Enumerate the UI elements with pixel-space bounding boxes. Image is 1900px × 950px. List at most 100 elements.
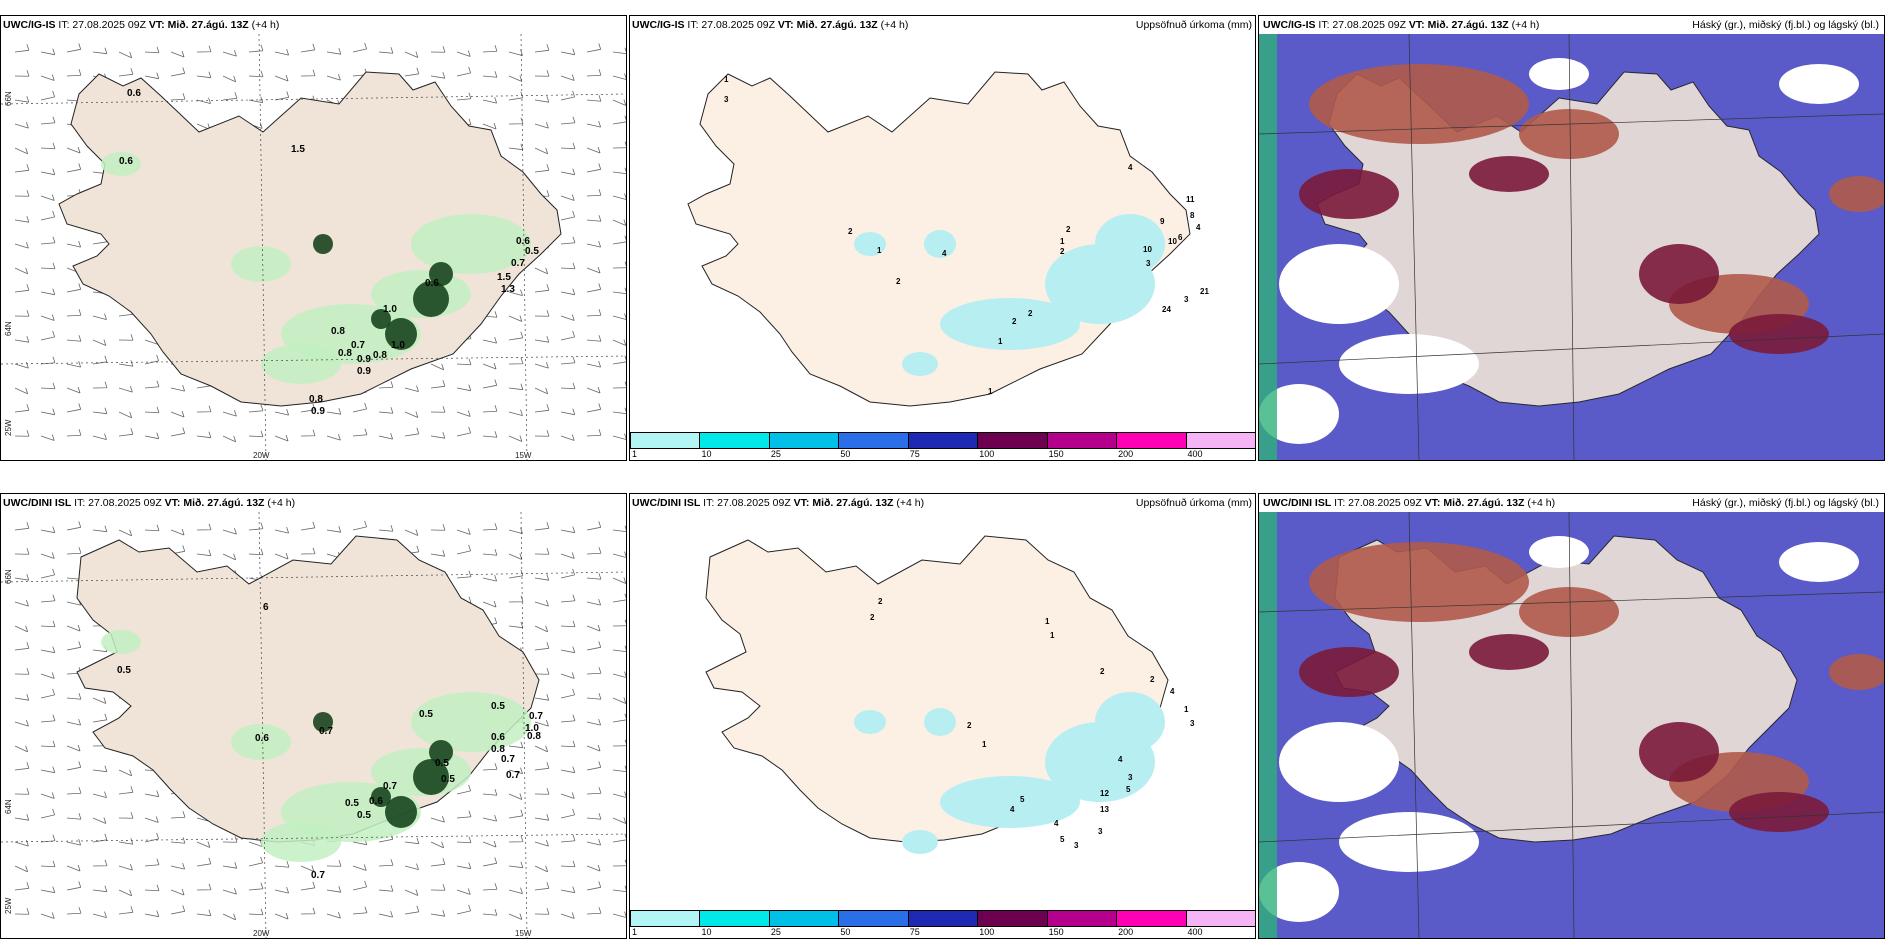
wind-barb <box>14 625 29 633</box>
wind-barb <box>118 529 133 537</box>
clear-sky-area <box>1529 536 1589 568</box>
wind-barb <box>456 50 471 57</box>
wind-barb <box>612 671 626 678</box>
precip-value-label: 10 <box>1143 245 1152 254</box>
wind-barb <box>404 889 419 896</box>
colorbar-swatch <box>630 910 701 927</box>
wind-barb <box>586 283 602 293</box>
wind-barb <box>196 431 212 439</box>
wind-value-label: 0.5 <box>117 665 131 676</box>
wind-barb <box>222 92 238 101</box>
precip-value-label: 3 <box>1074 841 1079 850</box>
wind-barb <box>300 881 316 891</box>
wind-barb <box>508 315 523 322</box>
panel-title: UWC/IG-IS IT: 27.08.2025 09Z VT: Mið. 27… <box>3 19 280 31</box>
wind-barb <box>534 70 550 77</box>
wind-barb <box>586 744 601 752</box>
colorbar-swatch <box>1116 910 1187 927</box>
wind-barb <box>40 330 56 341</box>
wind-barb <box>560 408 576 416</box>
wind-barb <box>534 284 550 293</box>
wind-value-label: 0.7 <box>383 781 397 792</box>
wind-barb <box>14 762 30 771</box>
wind-barb <box>482 337 498 344</box>
precip-colorbar: 1 10 25 50 75 100 150 200 400 <box>630 432 1255 460</box>
wind-barb <box>560 688 576 699</box>
wind-barb <box>404 905 420 915</box>
wind-barb <box>612 645 626 652</box>
wind-barb <box>612 791 626 798</box>
wind-barb <box>404 427 420 437</box>
wind-barb <box>456 862 472 870</box>
wind-barb <box>40 194 55 201</box>
wind-barb <box>586 361 602 368</box>
colorbar-swatch <box>977 432 1048 449</box>
precip-heavy-area <box>371 787 391 807</box>
wind-value-label: 1.5 <box>497 272 511 283</box>
precip-value-label: 11 <box>1186 195 1195 204</box>
wind-barb <box>482 379 498 389</box>
wind-barb <box>274 552 289 560</box>
wind-barb <box>66 309 82 317</box>
wind-barb <box>326 408 342 415</box>
precip-heavy-area <box>371 309 391 329</box>
wind-barb <box>118 411 133 419</box>
wind-barb <box>92 381 108 389</box>
precip-value-label: 10 <box>1168 237 1177 246</box>
wind-barb <box>40 210 56 221</box>
high-cloud-area <box>1519 109 1619 159</box>
wind-barb <box>508 793 523 800</box>
wind-barb <box>40 808 56 819</box>
wind-barb <box>586 761 602 771</box>
wind-barb <box>118 863 133 871</box>
wind-barb <box>560 672 575 679</box>
wind-barb <box>508 861 524 869</box>
wind-barb <box>66 787 82 795</box>
wind-barb <box>534 814 550 821</box>
wind-barb <box>196 45 212 53</box>
wind-barb <box>170 50 185 58</box>
wind-barb <box>430 46 446 53</box>
wind-barb <box>14 387 29 395</box>
wind-barb <box>248 548 264 556</box>
cloud-map <box>1259 512 1884 938</box>
wind-barb <box>274 409 290 416</box>
wind-barb <box>534 336 550 343</box>
wind-barb <box>534 788 550 795</box>
wind-barb <box>170 528 185 536</box>
wind-panel-ig: UWC/IG-IS IT: 27.08.2025 09Z VT: Mið. 27… <box>0 15 627 461</box>
wind-barb <box>274 49 290 56</box>
wind-barb <box>534 839 549 847</box>
wind-barb <box>482 600 497 608</box>
precip-area <box>1095 692 1165 752</box>
wind-barb <box>612 261 626 269</box>
clear-sky-area <box>1279 722 1399 802</box>
wind-barb <box>66 641 82 651</box>
precip-value-label: 24 <box>1162 305 1171 314</box>
wind-barb <box>144 790 160 798</box>
precip-value-label: 4 <box>1170 687 1175 696</box>
wind-barb <box>612 235 626 245</box>
wind-barb <box>326 911 341 919</box>
wind-barb <box>456 784 472 795</box>
wind-barb <box>560 740 576 748</box>
colorbar-label: 100 <box>979 449 995 459</box>
wind-barb <box>92 697 107 704</box>
wind-barb <box>144 46 160 54</box>
colorbar-swatch <box>838 910 909 927</box>
wind-barb <box>40 314 55 321</box>
wind-barb <box>144 832 160 843</box>
wind-barb <box>14 719 29 727</box>
wind-barb <box>14 788 30 795</box>
wind-barb <box>560 116 576 125</box>
precip-value-label: 4 <box>1118 755 1123 764</box>
wind-barb <box>430 910 446 917</box>
wind-barb <box>456 426 472 437</box>
wind-barb <box>92 339 107 346</box>
wind-barb <box>196 97 211 105</box>
precip-heavy-area <box>429 740 453 764</box>
wind-barb <box>482 97 498 104</box>
lat-label: 66N <box>4 91 13 106</box>
precip-value-label: 1 <box>1050 631 1055 640</box>
